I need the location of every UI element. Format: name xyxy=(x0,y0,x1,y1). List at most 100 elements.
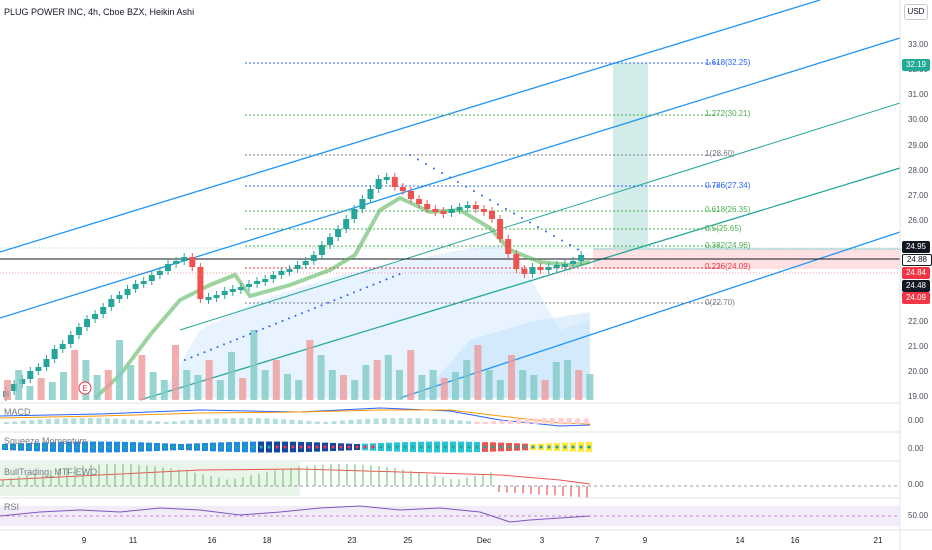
rsi-value: 50.00 xyxy=(908,511,929,520)
squeeze-dot xyxy=(355,445,359,449)
ewo-title[interactable]: BullTrading_MTF-EWO xyxy=(4,467,98,477)
volume-bar xyxy=(104,370,112,400)
candle-body xyxy=(51,349,58,359)
candle-body xyxy=(59,344,66,349)
candle-body xyxy=(213,295,220,298)
candle-body xyxy=(416,199,423,204)
volume-bar xyxy=(351,380,359,400)
volume-bar xyxy=(295,380,303,400)
squeeze-dot xyxy=(547,445,551,449)
price-tag: 24.88 xyxy=(902,254,932,266)
macd-bar xyxy=(37,419,43,424)
macd-bar xyxy=(205,418,211,424)
macd-bar xyxy=(146,420,152,424)
squeeze-dot xyxy=(363,445,367,449)
price-axis-label: 20.00 xyxy=(908,367,929,376)
candle-body xyxy=(375,179,382,189)
macd-bar xyxy=(214,418,219,424)
volume-bar xyxy=(541,380,549,400)
earnings-marker[interactable] xyxy=(78,381,92,395)
macd-bar xyxy=(575,418,581,424)
channel-line-4 xyxy=(139,167,901,401)
symbol-title[interactable]: PLUG POWER INC, 4h, Cboe BZX, Heikin Ash… xyxy=(4,7,195,17)
squeeze-dot xyxy=(379,445,383,449)
macd-bar xyxy=(382,418,387,424)
squeeze-dot xyxy=(499,445,503,449)
candle-body xyxy=(246,284,252,287)
squeeze-dot xyxy=(187,445,191,449)
candle-body xyxy=(132,284,139,289)
squeeze-dot xyxy=(579,445,583,449)
macd-bar xyxy=(222,418,228,424)
macd-bar xyxy=(457,420,463,424)
volume-bar xyxy=(4,380,11,400)
volume-bar xyxy=(205,360,213,400)
volume-bar xyxy=(261,370,269,400)
macd-bar xyxy=(449,419,455,424)
macd-histogram xyxy=(4,418,589,424)
macd-bar xyxy=(71,418,77,424)
candle-body xyxy=(432,209,439,212)
volume-bar xyxy=(575,370,583,400)
candle-body xyxy=(286,269,293,272)
squeeze-dot xyxy=(483,445,487,449)
candle-body xyxy=(505,239,512,254)
volume-bar xyxy=(239,378,247,400)
currency-badge[interactable]: USD xyxy=(904,4,928,20)
time-axis-label: 18 xyxy=(262,536,272,545)
macd-bar xyxy=(331,421,337,424)
candle-body xyxy=(440,211,447,214)
macd-bar xyxy=(180,420,186,424)
squeeze-dot xyxy=(235,445,239,449)
candle-body xyxy=(545,267,552,270)
squeeze-dot xyxy=(51,445,55,449)
squeeze-dot xyxy=(555,445,559,449)
squeeze-dot xyxy=(67,445,71,449)
macd-title[interactable]: MACD xyxy=(4,407,31,417)
channel-line-5 xyxy=(399,231,901,399)
macd-bar xyxy=(491,421,497,424)
candle-body xyxy=(254,281,261,284)
candle-body xyxy=(237,287,244,290)
price-axis-label: 26.00 xyxy=(908,216,929,225)
fib-level-label: 0(22.70) xyxy=(705,298,735,307)
squeeze-dot xyxy=(539,445,543,449)
price-tag: 32.19 xyxy=(902,59,930,71)
price-axis-label: 29.00 xyxy=(908,141,929,150)
candle-body xyxy=(408,191,414,199)
rsi-title[interactable]: RSI xyxy=(4,502,20,512)
mtf-ewo-pane[interactable] xyxy=(0,462,900,498)
rsi-pane[interactable] xyxy=(0,505,900,526)
squeeze-dot xyxy=(403,445,407,449)
macd-pane[interactable] xyxy=(0,407,591,427)
momentum-title[interactable]: Squeeze Momentum xyxy=(4,436,88,446)
candle-body xyxy=(262,279,269,282)
macd-bar xyxy=(272,418,278,424)
squeeze-dot xyxy=(491,445,495,449)
time-axis-label: 16 xyxy=(207,536,217,545)
time-axis-label: 7 xyxy=(594,536,600,545)
squeeze-dot xyxy=(531,445,535,449)
volume-bar xyxy=(160,380,168,400)
squeeze-dot xyxy=(3,445,7,449)
sar-dot xyxy=(385,278,388,281)
squeeze-dot xyxy=(523,445,527,449)
macd-bar xyxy=(121,419,127,424)
sar-dot xyxy=(545,230,547,233)
volume-bar xyxy=(317,355,325,400)
squeeze-momentum-pane[interactable] xyxy=(2,441,592,453)
volume-bar xyxy=(362,365,370,400)
macd-bar xyxy=(79,418,85,424)
price-tag: 24.84 xyxy=(902,267,930,279)
macd-bar xyxy=(188,419,194,424)
squeeze-dot xyxy=(179,445,183,449)
squeeze-dot xyxy=(219,445,223,449)
main-pane[interactable]: E xyxy=(0,0,901,401)
candle-body xyxy=(205,297,212,300)
candle-body xyxy=(124,289,131,295)
fib-level-label: 0.786(27.34) xyxy=(705,181,751,190)
sar-dot xyxy=(340,296,342,299)
macd-bar xyxy=(314,421,320,424)
time-axis-label: 9 xyxy=(81,536,87,545)
